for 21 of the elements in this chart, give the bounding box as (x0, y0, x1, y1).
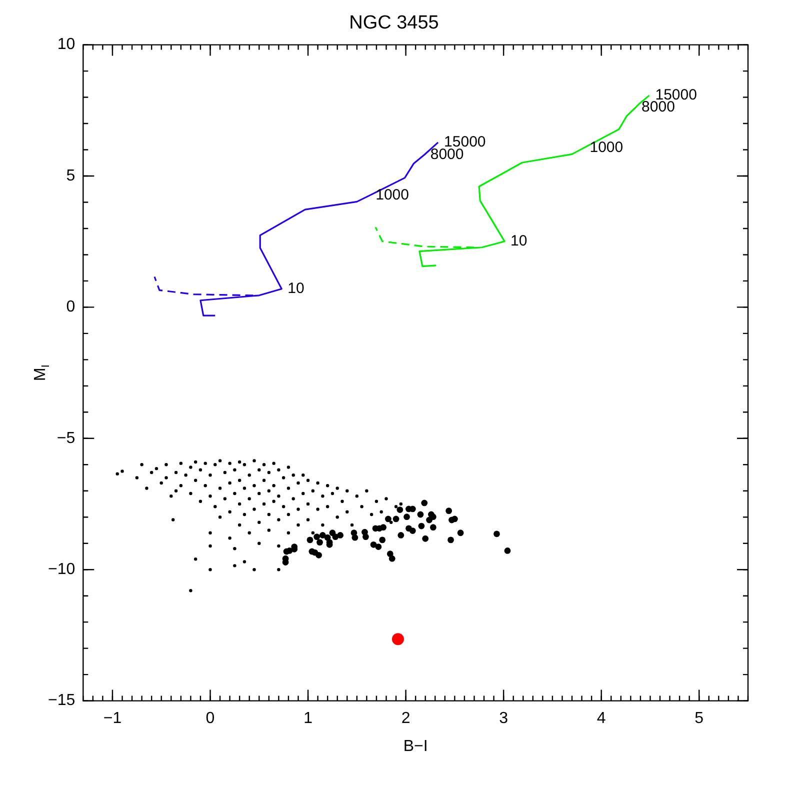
x-tick-label: 2 (401, 710, 410, 727)
y-tick-label: −15 (48, 692, 76, 710)
x-tick-label: 5 (694, 710, 704, 727)
annotation: 10 (288, 280, 304, 297)
x-tick-label: 3 (499, 710, 508, 727)
x-tick-label: −1 (103, 710, 122, 727)
y-tick-label: −5 (56, 430, 76, 447)
y-tick-label: 0 (66, 298, 76, 316)
y-axis-title: MI (32, 364, 52, 381)
y-tick-label: 5 (66, 167, 76, 184)
x-tick-label: 4 (596, 710, 606, 727)
annotation: 8000 (430, 146, 464, 163)
y-tick-label: 10 (57, 36, 76, 54)
y-tick-label: −10 (48, 561, 76, 578)
x-axis-title: B−I (403, 738, 428, 756)
annotation: 1000 (376, 186, 409, 204)
x-tick-label: 0 (206, 710, 215, 727)
chart-title: NGC 3455 (349, 12, 439, 34)
annotation: 10 (510, 232, 528, 250)
x-tick-label: 1 (304, 710, 313, 727)
annotation: 1000 (590, 139, 624, 156)
